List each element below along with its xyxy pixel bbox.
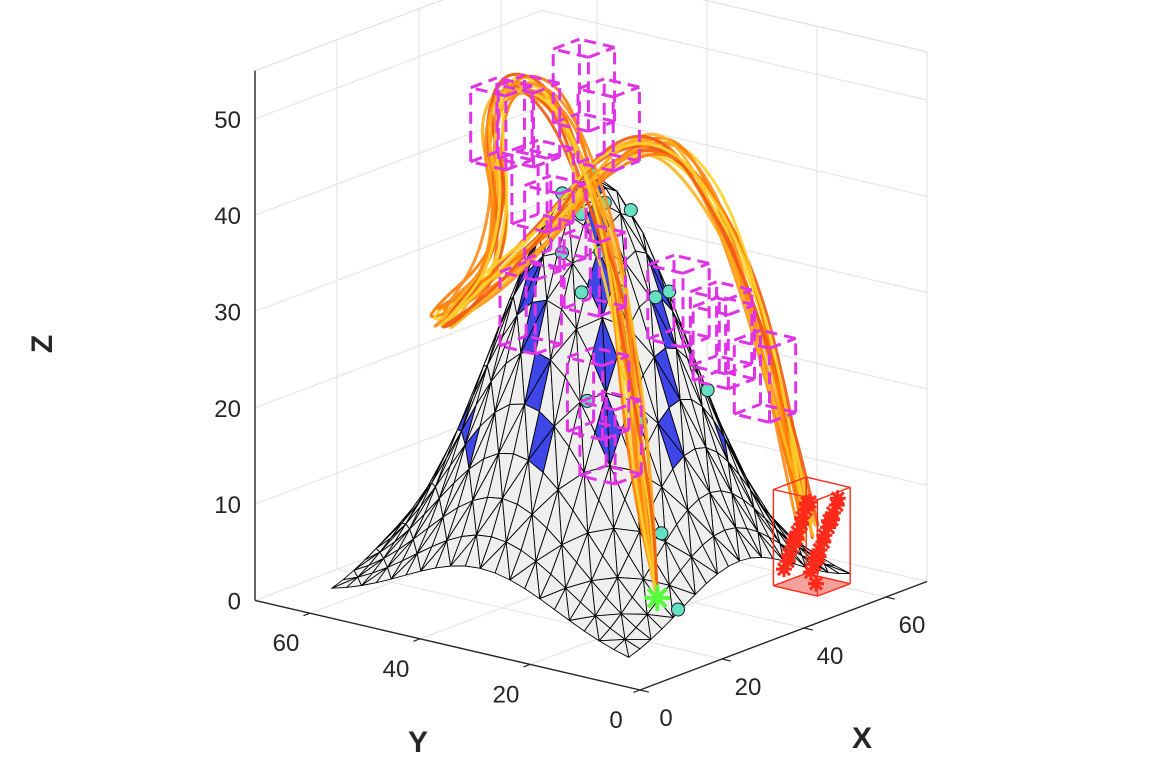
goal-point-marker xyxy=(802,564,819,581)
surface-node xyxy=(662,284,677,299)
x-tick xyxy=(721,658,731,662)
y-tick-label: 0 xyxy=(609,707,622,734)
y-axis-line xyxy=(254,599,641,691)
start-marker xyxy=(644,584,671,611)
z-tick-label: 10 xyxy=(214,492,241,519)
y-axis-label: Y xyxy=(408,726,428,759)
goal-point-marker xyxy=(808,575,824,592)
goal-point-marker xyxy=(780,546,797,563)
goal-point-marker xyxy=(811,541,828,558)
tick-labels: 0 20 40 60 0 20 40 60 0 10 20 30 40 50 xyxy=(214,107,925,734)
x-tick-label: 60 xyxy=(899,612,926,639)
x-tick xyxy=(639,689,649,693)
z-tick-label: 0 xyxy=(228,588,241,615)
y-tick-label: 60 xyxy=(273,630,300,657)
x-tick xyxy=(803,627,813,631)
surface-face xyxy=(524,560,541,600)
x-axis-label: X xyxy=(852,722,872,755)
x-tick-label: 40 xyxy=(817,643,844,670)
surface-node xyxy=(671,602,685,617)
z-tick-label: 30 xyxy=(214,300,241,327)
grid-line xyxy=(336,568,723,660)
goal-point-marker xyxy=(816,527,833,544)
goal-point-marker xyxy=(799,495,815,512)
z-tick-label: 20 xyxy=(214,396,241,423)
goal-point-marker xyxy=(824,504,841,521)
surface-node xyxy=(654,526,669,541)
y-tick-label: 40 xyxy=(383,656,410,683)
trajectory-bundle xyxy=(429,72,820,600)
x-tick-label: 20 xyxy=(735,674,762,701)
surface-node xyxy=(648,290,663,305)
goal-region xyxy=(772,476,851,597)
x-tick xyxy=(885,596,895,600)
z-tick-label: 40 xyxy=(214,203,241,230)
goal-point-marker xyxy=(785,531,802,548)
surface-face xyxy=(554,587,570,621)
y-tick xyxy=(523,663,531,668)
goal-point-marker xyxy=(789,524,806,541)
surface-face xyxy=(405,553,422,576)
goal-point-marker xyxy=(794,509,811,526)
x-tick-label: 0 xyxy=(659,705,672,732)
y-tick-label: 20 xyxy=(493,681,520,708)
trajectory-line xyxy=(442,87,815,600)
grid-line xyxy=(254,9,928,120)
x-axis-line xyxy=(639,580,928,691)
surface-node xyxy=(574,285,589,300)
grid-line xyxy=(254,106,928,216)
surface-face xyxy=(583,615,600,642)
grid-line xyxy=(254,202,928,313)
y-tick xyxy=(633,689,641,694)
goal-point-marker xyxy=(829,490,846,507)
surface-node xyxy=(623,203,638,218)
z-tick-label: 50 xyxy=(214,107,241,134)
trajectory-line xyxy=(439,89,806,600)
y-tick xyxy=(413,638,421,642)
goal-point-marker xyxy=(807,549,824,566)
surface-face xyxy=(375,567,392,584)
z-axis-label: Z xyxy=(26,335,59,353)
goal-point-marker xyxy=(775,561,792,578)
goal-point-marker xyxy=(821,512,838,529)
surface-face xyxy=(613,638,630,658)
start-asterisk xyxy=(644,584,671,611)
y-tick xyxy=(303,612,311,617)
